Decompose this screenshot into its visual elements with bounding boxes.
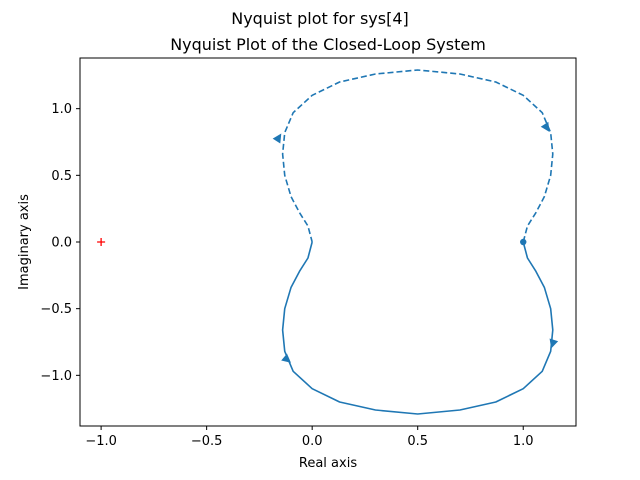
direction-arrow <box>540 121 550 132</box>
chart-title: Nyquist Plot of the Closed-Loop System <box>170 35 486 54</box>
direction-arrow <box>272 133 282 144</box>
x-tick-label: 0.5 <box>407 434 428 449</box>
critical-point-marker <box>97 238 106 246</box>
start-point-marker <box>520 238 527 246</box>
x-tick-label: −1.0 <box>85 434 117 449</box>
x-axis-label: Real axis <box>299 456 357 471</box>
x-tick-label: 1.0 <box>513 434 534 449</box>
plot-area <box>97 69 559 415</box>
direction-arrow <box>281 353 291 363</box>
y-tick-label: 1.0 <box>51 102 72 117</box>
y-tick-label: 0.5 <box>51 169 72 184</box>
nyquist-curve-solid <box>281 241 554 415</box>
y-axis-ticks: −1.0 −0.5 0.0 0.5 1.0 <box>40 102 80 384</box>
y-tick-label: −0.5 <box>40 302 72 317</box>
x-tick-label: −0.5 <box>191 434 223 449</box>
y-tick-label: −1.0 <box>40 369 72 384</box>
x-tick-label: 0.0 <box>302 434 323 449</box>
nyquist-curve-dashed <box>281 69 554 243</box>
direction-arrow <box>549 338 559 349</box>
x-axis-ticks: −1.0 −0.5 0.0 0.5 1.0 <box>85 426 534 449</box>
y-axis-label: Imaginary axis <box>17 194 32 290</box>
figure-suptitle: Nyquist plot for sys[4] <box>231 9 409 28</box>
y-tick-label: 0.0 <box>51 236 72 251</box>
